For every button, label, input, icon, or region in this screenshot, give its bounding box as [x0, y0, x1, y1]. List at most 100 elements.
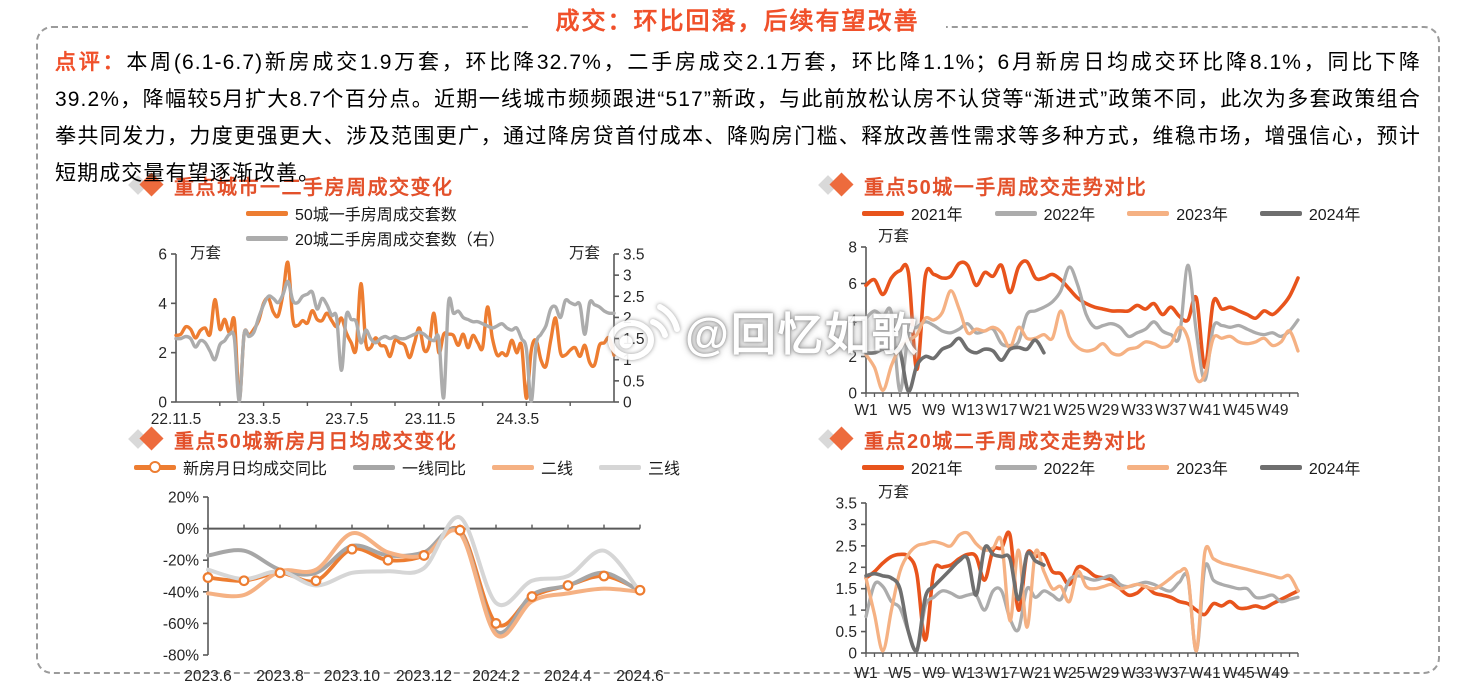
svg-text:2.5: 2.5 [623, 289, 645, 306]
svg-text:3: 3 [623, 268, 632, 285]
svg-text:2: 2 [623, 310, 632, 327]
svg-text:W37: W37 [1155, 665, 1187, 682]
svg-text:8: 8 [848, 240, 857, 257]
svg-text:6: 6 [848, 276, 857, 293]
svg-text:-20%: -20% [163, 553, 199, 570]
chart-legend: 2021年 2022年 2023年 2024年 [862, 455, 1360, 479]
series-marker [454, 524, 466, 536]
legend-item: 2023年 [1127, 455, 1228, 479]
legend-label: 二线 [541, 461, 574, 478]
chart-legend: 50城一手房周成交套数 20城二手房周成交套数（右） [246, 201, 673, 250]
svg-text:-60%: -60% [163, 616, 199, 633]
svg-text:0.5: 0.5 [835, 624, 857, 641]
chart-plot: 20% 0% -20% -40% -60% -80% 2023.6 2023.8 2023.10… [163, 490, 664, 686]
legend-swatch [246, 210, 288, 216]
legend-item: 2024年 [1259, 201, 1360, 225]
series-marker [562, 580, 574, 591]
legend-swatch [134, 461, 176, 473]
legend-label: 20城二手房周成交套数（右） [295, 232, 505, 249]
svg-text:23.7.5: 23.7.5 [325, 411, 368, 428]
legend-item: 50城一手房周成交套数 [246, 201, 457, 225]
chart-plot: 0 0.5 1 1.5 2 2.5 3 3.5 W1 W5 W9 W13 W17 W21 W25 W29 W33… [835, 483, 1300, 682]
chart-plot: 0 2 4 6 0 0.5 1 1.5 2 2.5 3 3.5 22.11.5 23.3.5 23.7.5 2… [151, 244, 645, 428]
series-marker [382, 554, 394, 566]
svg-text:W33: W33 [1121, 665, 1153, 682]
svg-text:2.5: 2.5 [835, 538, 857, 555]
series-marker [418, 550, 430, 561]
svg-text:W45: W45 [1223, 402, 1255, 419]
svg-text:1: 1 [848, 603, 857, 620]
svg-text:2: 2 [848, 349, 857, 366]
legend-label: 50城一手房周成交套数 [295, 207, 457, 224]
chart-legend: 2021年 2022年 2023年 2024年 [862, 201, 1360, 225]
svg-text:W13: W13 [952, 665, 984, 682]
legend-swatch [862, 464, 904, 470]
svg-text:W9: W9 [922, 665, 945, 682]
svg-text:2023.10: 2023.10 [324, 668, 380, 685]
svg-text:万套: 万套 [190, 244, 221, 262]
legend-item: 20城二手房周成交套数（右） [246, 226, 505, 250]
legend-item: 2024年 [1259, 455, 1361, 479]
legend-label: 2022年 [1043, 207, 1096, 224]
svg-text:W41: W41 [1189, 665, 1221, 682]
legend-swatch [1259, 464, 1302, 470]
svg-text:W37: W37 [1155, 402, 1187, 419]
svg-text:W25: W25 [1053, 402, 1085, 419]
chart-50-city-new-home-daily-avg: 重点50城新房月日均成交变化 新房月日均成交同比 一线同比 二线 三线 20% 0% -2… [128, 426, 680, 689]
svg-text:3.5: 3.5 [623, 247, 645, 264]
chart-title: 重点城市一二手房周成交变化 [174, 176, 454, 199]
chart-plot: 0 2 4 6 8 W1 W5 W9 W13 W17 W21 W25 W29 W33 W37 W41 W45 W4… [848, 227, 1300, 419]
series-line [864, 336, 1046, 394]
chart-50-city-new-home-weekly-compare: 重点50城一手周成交走势对比 2021年 2022年 2023年 2024年 0 2 4 6… [818, 172, 1360, 423]
svg-text:2023.6: 2023.6 [184, 668, 231, 685]
svg-text:W29: W29 [1087, 665, 1119, 682]
svg-text:2024.6: 2024.6 [616, 668, 663, 685]
diamond-bullet-icon [128, 426, 164, 451]
svg-text:0: 0 [848, 646, 857, 663]
comment-label: 点评： [55, 51, 127, 74]
svg-text:2: 2 [158, 345, 167, 362]
legend-label: 2024年 [1308, 461, 1361, 478]
legend-marker-dot [149, 461, 161, 473]
series-marker [238, 575, 250, 587]
svg-text:W21: W21 [1019, 402, 1051, 419]
comment-body: 本周(6.1-6.7)新房成交1.9万套，环比降32.7%，二手房成交2.1万套… [55, 51, 1421, 185]
legend-item: 新房月日均成交同比 [134, 455, 327, 479]
series-line [864, 530, 1300, 653]
svg-text:W5: W5 [888, 402, 911, 419]
svg-text:2: 2 [848, 560, 857, 577]
svg-text:W1: W1 [854, 665, 877, 682]
legend-item: 2022年 [994, 455, 1095, 479]
svg-text:W17: W17 [986, 665, 1018, 682]
chart-title-row: 重点城市一二手房周成交变化 [128, 172, 673, 199]
svg-text:23.11.5: 23.11.5 [405, 411, 456, 428]
svg-text:0: 0 [158, 395, 167, 412]
svg-text:W1: W1 [854, 402, 877, 419]
svg-text:6: 6 [158, 247, 167, 264]
svg-text:万套: 万套 [878, 227, 909, 245]
svg-text:2024.4: 2024.4 [544, 668, 592, 685]
svg-text:0%: 0% [177, 521, 200, 538]
svg-text:W33: W33 [1121, 402, 1153, 419]
series-line [864, 289, 1300, 392]
svg-text:1: 1 [623, 352, 632, 369]
svg-text:20%: 20% [168, 490, 199, 507]
legend-swatch [1127, 210, 1170, 216]
svg-text:3.5: 3.5 [835, 496, 857, 513]
series-marker [598, 570, 610, 582]
series-marker [202, 572, 214, 583]
legend-item: 二线 [492, 455, 573, 479]
series-marker [526, 591, 538, 602]
svg-text:万套: 万套 [569, 244, 600, 262]
svg-text:-80%: -80% [163, 648, 199, 665]
legend-label: 2023年 [1176, 207, 1228, 224]
svg-text:3: 3 [848, 517, 857, 534]
legend-label: 2023年 [1176, 461, 1228, 478]
series-line [864, 259, 1300, 372]
chart-legend: 新房月日均成交同比 一线同比 二线 三线 [134, 455, 680, 479]
legend-label: 一线同比 [402, 461, 467, 478]
legend-swatch [492, 464, 535, 470]
legend-item: 三线 [599, 455, 680, 479]
series-marker [310, 575, 322, 587]
series-line [864, 530, 1300, 642]
